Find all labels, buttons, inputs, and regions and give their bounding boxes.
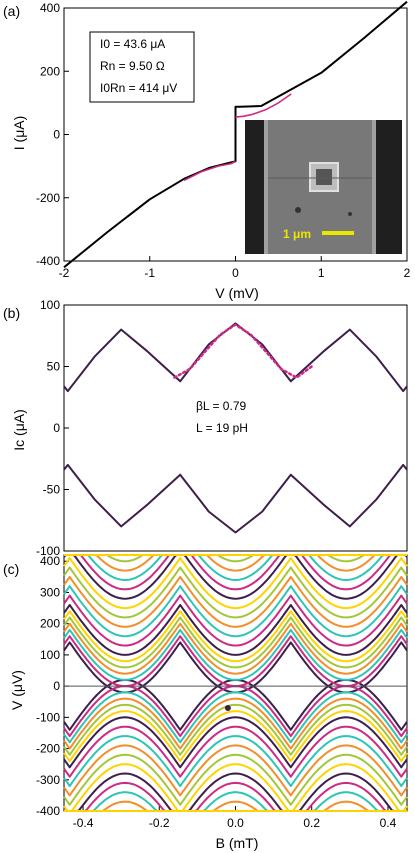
panel-a-label: (a): [3, 3, 20, 19]
panel-a-xtick-label: 2: [404, 266, 411, 280]
panel-c-curve-8-pos: [63, 585, 408, 638]
panel-c-curve-4-neg: [63, 703, 408, 756]
panel-a-ytick-label: 400: [40, 1, 60, 15]
panel-c-curve-4-pos: [63, 616, 408, 669]
panel-c-ytick-label: 400: [40, 554, 60, 568]
panel-c-xlabel: B (mT): [216, 835, 259, 851]
panel-c-curve-2-pos: [63, 628, 408, 681]
panel-c-curve-7-neg: [63, 725, 408, 778]
panel-b-ytick-label: 100: [40, 298, 60, 312]
panel-c-curve-9-pos: [63, 575, 408, 628]
panel-b-label: (b): [3, 305, 20, 321]
inset-scale-label: 1 μm: [283, 227, 311, 241]
panel-c-ylabel: V (μV): [9, 670, 25, 710]
panel-c-curve-3-pos: [63, 622, 408, 675]
inset-particle-2: [348, 212, 352, 216]
panel-b-series-2: [173, 323, 313, 379]
panel-c-curve-16-pos: [64, 554, 407, 563]
panel-c-curve-6-pos: [63, 604, 408, 656]
panel-c-curve-15-neg: [64, 800, 407, 812]
legend-b-line-0: βL = 0.79: [196, 399, 246, 413]
panel-c-curve-13-pos: [64, 554, 407, 591]
panel-a-series-1: [183, 160, 236, 182]
panel-c-curve-14-pos: [64, 554, 407, 581]
panel-c-curve-2-neg: [63, 691, 408, 744]
panel-c-curve-7-pos: [63, 594, 408, 647]
panel-c-curve-15-pos: [64, 554, 407, 572]
panel-a-legend-box: [89, 31, 195, 103]
panel-a-ytick-label: 200: [40, 64, 60, 78]
panel-c-xtick-label: 0.4: [380, 816, 397, 830]
panel-c-xtick-label: 0.2: [303, 816, 320, 830]
panel-b-ytick-label: 50: [47, 360, 61, 374]
sem-inset-image: 1 μm: [245, 120, 402, 254]
inset-scale-bar: [322, 231, 354, 235]
panel-c-curve-11-pos: [63, 557, 408, 610]
panel-c-curve-5-neg: [63, 710, 408, 762]
panel-c-curve-13-neg: [64, 781, 407, 812]
panel-a-xtick-label: -2: [59, 266, 70, 280]
panel-b-ytick-label: -50: [43, 483, 61, 497]
panel-c-curve-3-neg: [63, 697, 408, 750]
panel-c-ytick-label: -400: [36, 804, 60, 818]
panel-c-curve-12-pos: [63, 554, 408, 600]
panel-c-curve-8-neg: [63, 735, 408, 787]
panel-a-xtick-label: -1: [144, 266, 155, 280]
panel-b: (b) -100 -50 0 50 100 Ic (μA) βL = 0.79 L = …: [3, 298, 408, 558]
panel-c-curve-5-pos: [63, 610, 408, 663]
panel-a-ytick-label: -200: [36, 191, 60, 205]
panel-c-curve-6-neg: [63, 716, 408, 769]
panel-b-series-1: [63, 463, 408, 534]
panel-a-series-0: [63, 0, 408, 269]
panel-c-curve-11-neg: [63, 763, 408, 812]
panel-c-marker: [224, 704, 231, 711]
panel-a-xtick-label: 1: [318, 266, 325, 280]
panel-a-xlabel: V (mV): [215, 285, 259, 301]
panel-c-curve-12-neg: [64, 772, 407, 812]
inset-edge-left: [264, 120, 268, 254]
inset-edge: [372, 120, 376, 254]
panel-c-curve-9-neg: [63, 744, 408, 797]
panel-c: (c) -0.4 -0.2 0.0 0.2 0.4 -400 -300 -200 -100 0 10…: [3, 554, 408, 851]
panel-a-xtick-label: 0: [232, 266, 239, 280]
panel-c-ytick-label: -300: [36, 773, 60, 787]
panel-a-ytick-label: -400: [36, 254, 60, 268]
legend-a-line-2: I0Rn = 414 μV: [100, 81, 177, 95]
panel-a-frame: [63, 7, 408, 262]
panel-c-ytick-label: -100: [36, 710, 60, 724]
panel-b-ytick-label: 0: [53, 421, 60, 435]
panel-c-ytick-label: 100: [40, 648, 60, 662]
legend-b-line-1: L = 19 pH: [196, 421, 248, 435]
panel-a: (a) -2 -1 0 1 2 -400 -200 0 200 400 V (mV) I (μA)…: [3, 0, 411, 301]
panel-a-series-2: [235, 93, 292, 118]
panel-a-ytick-label: 0: [53, 128, 60, 142]
legend-a-line-0: I0 = 43.6 μA: [100, 37, 165, 51]
panel-c-ytick-label: 200: [40, 617, 60, 631]
panel-b-ytick-label: -100: [36, 544, 60, 558]
inset-junction-core: [316, 169, 332, 185]
panel-b-frame: [63, 304, 408, 552]
panel-c-xtick-label: -0.2: [149, 816, 170, 830]
panel-c-xtick-label: 0.0: [227, 816, 244, 830]
panel-b-ylabel: Ic (μA): [11, 409, 27, 451]
panel-c-label: (c): [3, 561, 19, 577]
panel-c-ytick-label: 0: [53, 679, 60, 693]
panel-c-xtick-label: -0.4: [73, 816, 94, 830]
panel-c-curve-10-pos: [63, 566, 408, 619]
inset-particle: [295, 207, 301, 213]
panel-c-curve-14-neg: [64, 791, 407, 812]
panel-b-series-0: [63, 322, 408, 393]
panel-a-ylabel: I (μA): [11, 116, 27, 151]
legend-a-line-1: Rn = 9.50 Ω: [100, 59, 165, 73]
panel-c-curve-10-neg: [63, 753, 408, 806]
panel-c-ytick-label: 300: [40, 585, 60, 599]
panel-c-ytick-label: -200: [36, 742, 60, 756]
